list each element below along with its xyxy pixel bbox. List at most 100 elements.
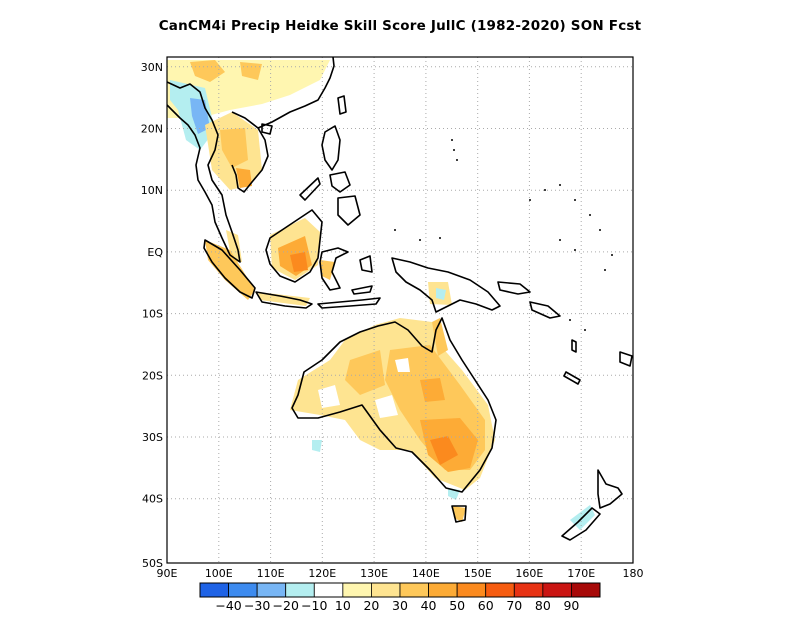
colorbar-swatch <box>571 582 601 598</box>
lon-label: 140E <box>412 567 440 580</box>
coast-nz-south <box>561 507 601 541</box>
shade-australia-nw <box>345 350 385 395</box>
island-dots <box>394 139 613 331</box>
shade-indochina-orange <box>220 128 248 168</box>
shade-australia-white3 <box>395 358 410 372</box>
colorbar-swatch <box>199 582 229 598</box>
lat-label: EQ <box>147 246 163 259</box>
lon-label: 130E <box>360 567 388 580</box>
coast-sulawesi <box>319 247 349 291</box>
coast-timor <box>351 285 373 295</box>
colorbar-label: 90 <box>563 598 579 613</box>
shade-australia-se2 <box>430 436 458 465</box>
coast-sumatra <box>203 239 256 299</box>
lat-label: 20N <box>141 123 163 136</box>
colorbar-swatch <box>456 582 487 598</box>
colorbar: −40 −30 −20 −10 10 20 30 40 50 60 70 80 90 <box>199 582 601 613</box>
lon-label: 150E <box>464 567 492 580</box>
colorbar-frame <box>199 582 601 598</box>
colorbar-label: 80 <box>535 598 551 613</box>
colorbar-swatch <box>313 582 344 598</box>
coast-solomon <box>529 301 561 319</box>
coast-bismarck <box>497 281 531 295</box>
map-title: CanCM4i Precip Heidke Skill Score JullC … <box>158 18 642 34</box>
coast-australia <box>291 317 497 493</box>
coast-maluku <box>359 255 373 273</box>
coast-luzon <box>321 125 341 171</box>
coast-borneo <box>265 209 323 283</box>
lat-label: 30N <box>141 61 163 74</box>
shade-australia-central-orange <box>420 378 445 402</box>
lat-label: 10N <box>141 184 163 197</box>
colorbar-label: 30 <box>392 598 408 613</box>
grid-lines <box>167 57 633 563</box>
lat-label: 30S <box>142 431 163 444</box>
colorbar-label: −30 <box>244 598 270 613</box>
colorbar-label: 60 <box>478 598 494 613</box>
colorbar-labels: −40 −30 −20 −10 10 20 30 40 50 60 70 80 90 <box>215 598 579 613</box>
coast-tasmania <box>451 505 467 523</box>
colorbar-swatch <box>228 582 258 598</box>
colorbar-swatch <box>371 582 401 598</box>
skill-shading <box>167 60 595 530</box>
lon-label: 170E <box>567 567 595 580</box>
shade-china-orange2 <box>240 62 262 80</box>
shade-borneo-dark <box>290 252 308 272</box>
shade-sulawesi <box>320 260 335 280</box>
shade-australia-blue <box>312 440 322 452</box>
lat-label: 40S <box>142 493 163 506</box>
lon-label: 90E <box>157 567 178 580</box>
colorbar-swatches <box>199 582 601 598</box>
shade-thai-orange <box>236 168 252 188</box>
lat-label: 20S <box>142 369 163 382</box>
colorbar-swatch <box>542 582 572 598</box>
coast-fiji <box>619 351 633 367</box>
shade-australia-white1 <box>375 395 398 418</box>
coast-new-caledonia <box>563 371 581 385</box>
coast-taiwan <box>337 95 347 115</box>
lon-label: 100E <box>205 567 233 580</box>
colorbar-swatch <box>513 582 544 598</box>
coast-nz-north <box>597 469 623 509</box>
shade-australia-white2 <box>318 385 340 408</box>
coast-china-south <box>257 57 335 129</box>
coast-indochina <box>231 111 269 193</box>
coast-asia <box>167 81 241 263</box>
colorbar-label: 10 <box>335 598 351 613</box>
colorbar-swatch <box>485 582 515 598</box>
coastlines <box>167 57 633 541</box>
colorbar-label: 40 <box>421 598 437 613</box>
lat-label: 10S <box>142 308 163 321</box>
coast-hainan <box>261 123 273 135</box>
colorbar-label: 20 <box>363 598 379 613</box>
lon-label: 120E <box>308 567 336 580</box>
coast-java <box>255 291 313 309</box>
shade-java <box>258 292 310 306</box>
colorbar-swatch <box>428 582 458 598</box>
colorbar-label: −40 <box>215 598 241 613</box>
colorbar-swatch <box>256 582 287 598</box>
lat-labels: 30N 20N 10N EQ 10S 20S 30S 40S 50S <box>141 61 164 570</box>
lon-label: 180 <box>623 567 644 580</box>
lon-label: 160E <box>515 567 543 580</box>
coast-palawan <box>299 177 321 201</box>
shade-png-blue <box>436 288 446 300</box>
colorbar-label: 70 <box>506 598 522 613</box>
colorbar-label: −10 <box>301 598 327 613</box>
colorbar-label: 50 <box>449 598 465 613</box>
coast-vanuatu <box>571 339 577 353</box>
coast-mindanao <box>337 195 361 226</box>
colorbar-label: −20 <box>273 598 299 613</box>
lat-label: 50S <box>142 557 163 570</box>
coast-new-guinea <box>391 257 501 313</box>
shade-cape-york <box>432 318 448 356</box>
lon-label: 110E <box>257 567 285 580</box>
coast-visayas <box>329 171 351 193</box>
shade-sumatra <box>205 240 255 300</box>
lon-labels: 90E 100E 110E 120E 130E 140E 150E 160E 1… <box>157 567 644 580</box>
plot-frame <box>166 56 634 564</box>
colorbar-swatch <box>399 582 429 598</box>
colorbar-swatch <box>342 582 372 598</box>
shade-china-orange <box>190 60 225 82</box>
